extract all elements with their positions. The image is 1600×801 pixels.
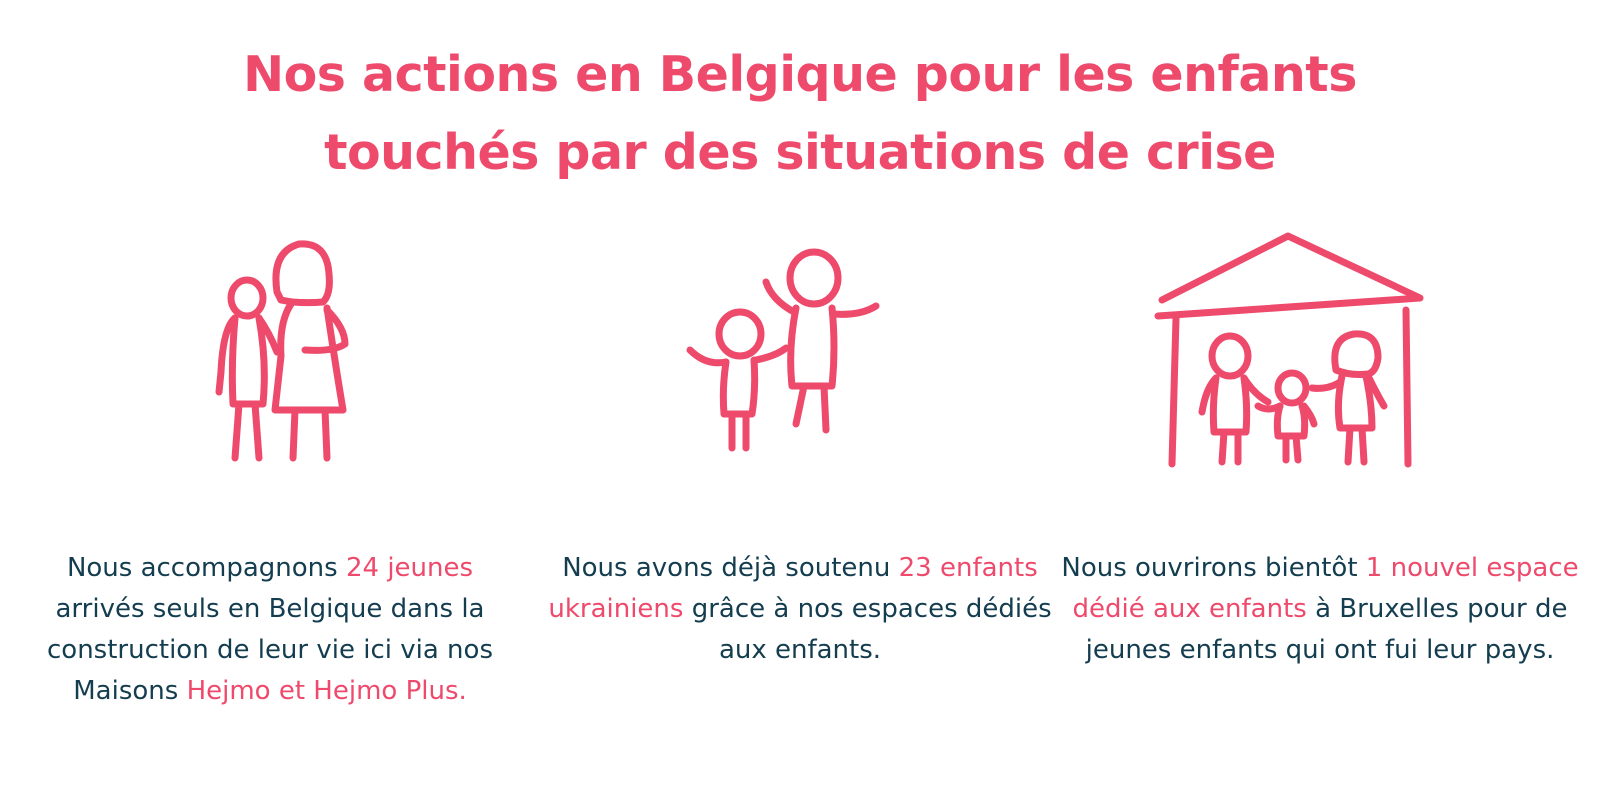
body-text: grâce à nos espaces dédiés aux enfants. [683,594,1052,665]
stat-text-ukrainian-children: Nous avons déjà soutenu 23 enfants ukrai… [548,548,1052,671]
family-in-house-icon [1150,228,1440,478]
highlighted-figure: 1 nouvel espace dédié aux enfants [1072,553,1579,624]
highlighted-figure: jeunes [387,553,474,583]
two-children-jumping-icon [680,238,890,458]
body-text: Nous accompagnons [66,553,346,583]
body-text: Nous ouvrirons bientôt [1061,553,1366,583]
stat-text-young-people: Nous accompagnons 24 jeunes arrivés seul… [20,548,520,712]
page-title: Nos actions en Belgique pour les enfants… [0,36,1600,192]
highlighted-figure: Hejmo et Hejmo Plus. [186,676,467,706]
body-text: Nous avons déjà soutenu [562,553,899,583]
highlighted-figure: 23 enfants ukrainiens [548,553,1038,624]
body-text: arrivés seuls en Belgique dans la constr… [47,594,493,706]
highlighted-figure: 24 [345,553,380,583]
body-text: à Bruxelles pour de jeunes enfants qui o… [1085,594,1568,665]
title-line-1: Nos actions en Belgique pour les enfants [243,46,1357,103]
stat-text-new-space: Nous ouvrirons bientôt 1 nouvel espace d… [1060,548,1580,671]
adult-and-child-icon [195,232,365,472]
title-line-2: touchés par des situations de crise [324,124,1276,181]
